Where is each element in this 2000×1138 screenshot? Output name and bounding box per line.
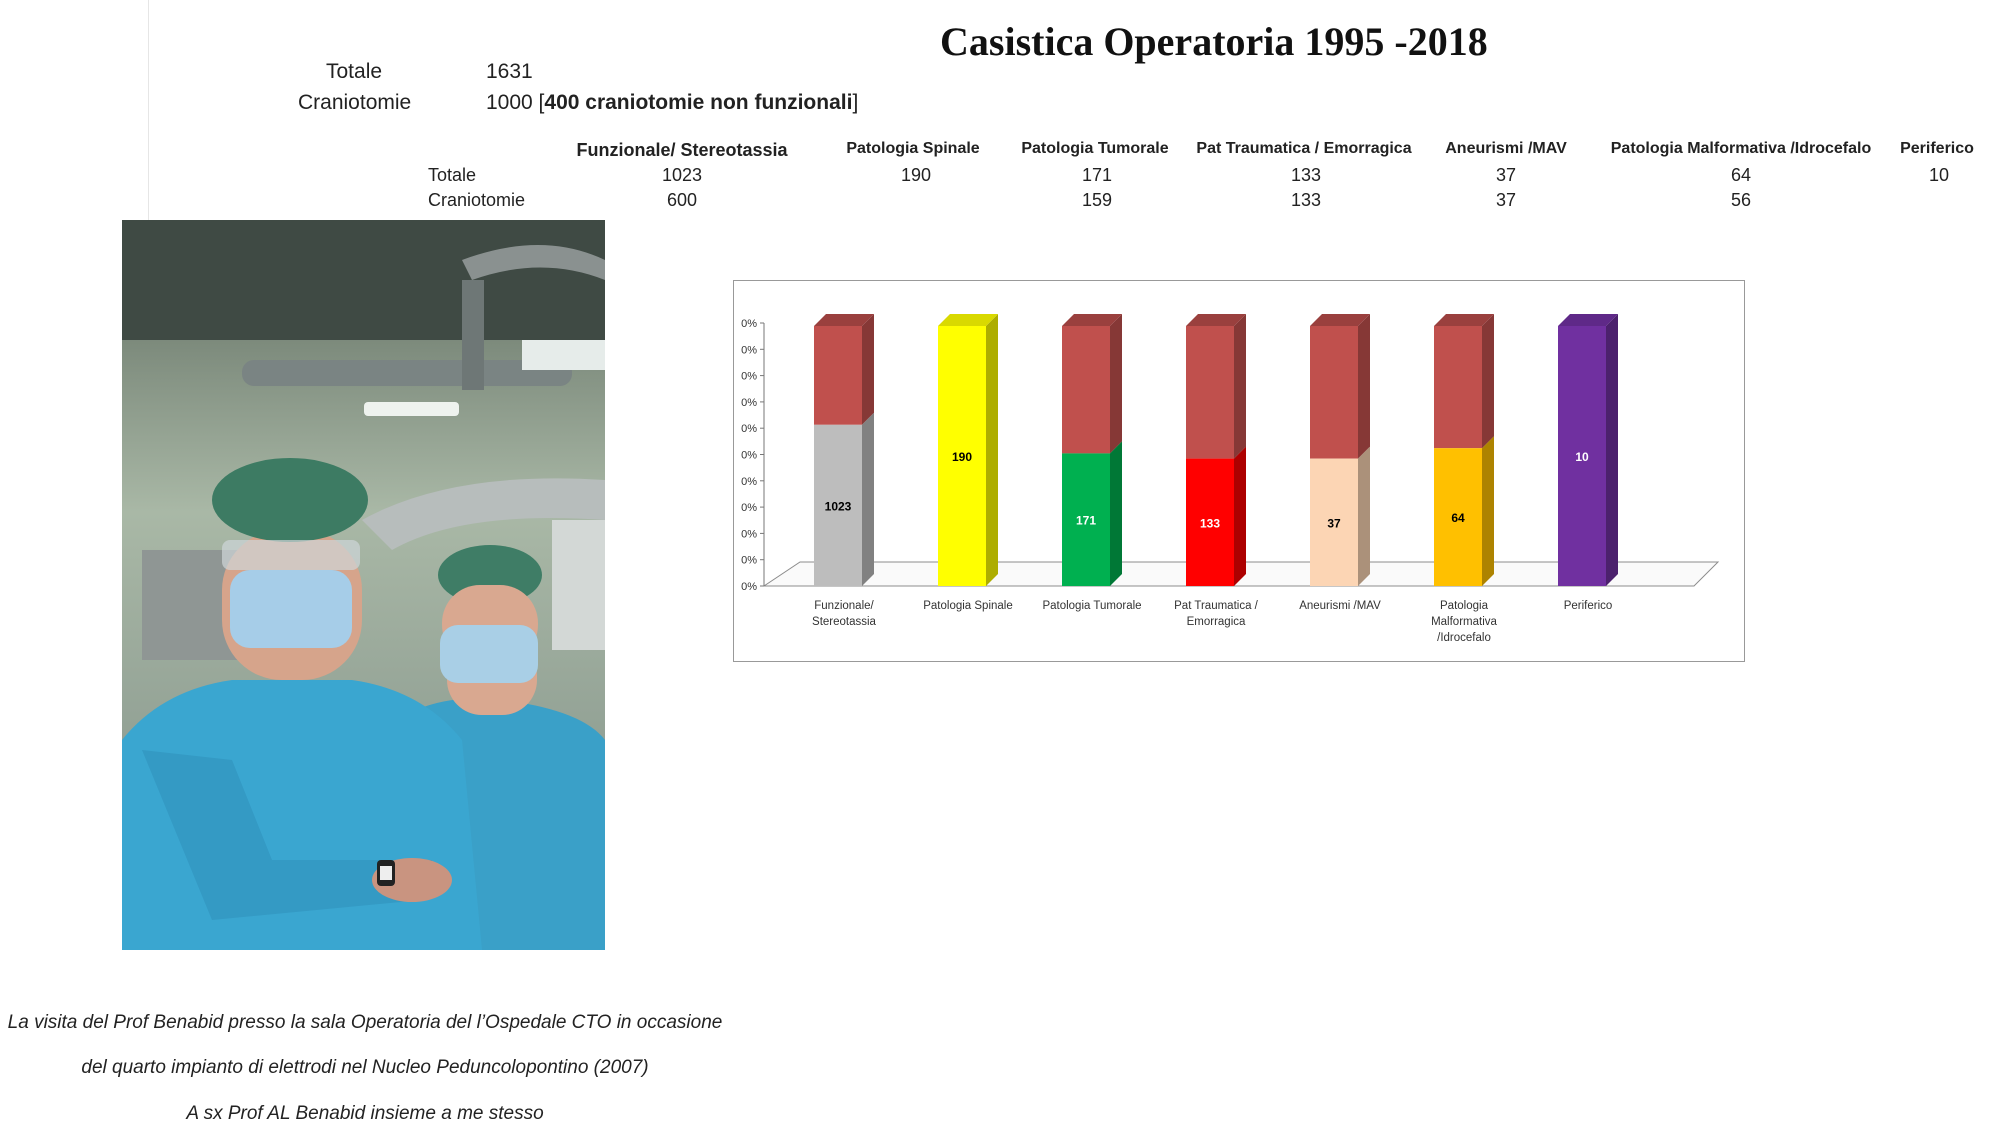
table-header-traumatica: Pat Traumatica / Emorragica (1196, 140, 1412, 157)
y-tick-label: 0% (741, 318, 757, 330)
table-cell: 133 (1290, 190, 1322, 210)
bar-remainder (1186, 326, 1234, 459)
table-header-periferico: Periferico (1900, 140, 1974, 157)
bar-top (938, 314, 998, 326)
summary-craniotomie-value: 1000 [400 craniotomie non funzionali] (486, 91, 858, 115)
bar-top (1310, 314, 1370, 326)
x-tick-label: Malformativa (1431, 616, 1497, 628)
table-cell: 171 (1081, 165, 1113, 185)
y-tick-label: 0% (741, 371, 757, 383)
summary-totale-label: Totale (326, 60, 383, 83)
craniotomie-bold-count: 400 (544, 91, 580, 114)
bar-remainder-side (862, 314, 874, 425)
bar-top (1558, 314, 1618, 326)
y-tick-label: 0% (741, 344, 757, 356)
table-cell: 56 (1730, 190, 1752, 210)
y-tick-label: 0% (741, 423, 757, 435)
surgeons-photo (122, 220, 605, 950)
table-row-label-totale: Totale (428, 165, 477, 185)
caption-line-3: A sx Prof AL Benabid insieme a me stesso (186, 1103, 544, 1124)
x-tick-label: Patologia Spinale (923, 600, 1013, 612)
bar (1434, 448, 1482, 586)
craniotomie-bracket: ] (852, 91, 859, 114)
data-label: 37 (1327, 516, 1341, 530)
y-tick-label: 0% (741, 397, 757, 409)
bar-side (1606, 314, 1618, 586)
table-header-tumorale: Patologia Tumorale (1021, 140, 1169, 157)
summary-craniotomie-label: Craniotomie (298, 91, 412, 114)
y-tick-label: 0% (741, 450, 757, 462)
table-cell: 133 (1290, 165, 1322, 185)
divider-line (148, 0, 149, 220)
table-header-aneurismi: Aneurismi /MAV (1445, 140, 1567, 157)
x-tick-label: Pat Traumatica / (1174, 600, 1259, 612)
data-label: 64 (1451, 511, 1465, 525)
bar-side (1358, 446, 1370, 586)
x-tick-label: /Idrocefalo (1437, 632, 1491, 644)
y-tick-label: 0% (741, 502, 757, 514)
bar-top (1062, 314, 1122, 326)
table-cell: 190 (900, 165, 932, 185)
data-label: 133 (1200, 516, 1220, 530)
bar-remainder (1434, 326, 1482, 449)
bar-remainder-side (1110, 314, 1122, 454)
bar (1062, 453, 1110, 586)
bar-top (814, 314, 874, 326)
table-cell: 64 (1730, 165, 1752, 185)
bar-side (1482, 436, 1494, 586)
data-label: 190 (952, 450, 972, 464)
craniotomie-count: 1000 [ (486, 91, 545, 114)
bar-side (1110, 441, 1122, 586)
table-header-funzionale: Funzionale/ Stereotassia (576, 140, 788, 160)
table-cell: 1023 (661, 165, 703, 185)
table-row-label-craniotomie: Craniotomie (428, 190, 526, 210)
bar-remainder-side (1358, 314, 1370, 459)
craniotomie-note: craniotomie non funzionali (579, 91, 853, 114)
y-tick-label: 0% (741, 555, 757, 567)
bar-remainder-side (1482, 314, 1494, 449)
bar-remainder (1062, 326, 1110, 454)
table-header-malformativa: Patologia Malformativa /Idrocefalo (1610, 140, 1872, 157)
bar (1558, 326, 1606, 586)
bar-remainder (814, 326, 862, 425)
bar-side (1234, 446, 1246, 586)
data-label: 171 (1076, 514, 1096, 528)
bar-remainder-side (1234, 314, 1246, 459)
x-tick-label: Stereotassia (812, 616, 877, 628)
caption-line-2: del quarto impianto di elettrodi nel Nuc… (81, 1057, 649, 1078)
table-cell: 600 (666, 190, 698, 210)
data-label: 10 (1575, 450, 1589, 464)
x-tick-label: Periferico (1564, 600, 1613, 612)
bar-remainder (1310, 326, 1358, 459)
surgeons-photo-icon (122, 220, 605, 950)
bar (1310, 458, 1358, 586)
bar (938, 326, 986, 586)
table-cell: 10 (1928, 165, 1950, 185)
x-tick-label: Patologia Tumorale (1042, 600, 1141, 612)
data-label: 1023 (825, 499, 852, 513)
summary-totale-value: 1631 (486, 60, 533, 83)
page-title: Casistica Operatoria 1995 -2018 (940, 19, 1488, 64)
y-tick-label: 0% (741, 476, 757, 488)
stacked-bar-chart: 0% 0% 0% 0% 0% 0% 0% 0% 0% 0% 0% 1023 Funzionale/Ste… (741, 314, 1720, 644)
table-cell: 37 (1495, 190, 1517, 210)
x-tick-label: Aneurismi /MAV (1299, 600, 1381, 612)
bar (814, 424, 862, 586)
bar-top (1434, 314, 1494, 326)
x-tick-label: Funzionale/ (814, 600, 874, 612)
table-cell: 37 (1495, 165, 1517, 185)
bar-side (862, 412, 874, 586)
chart-frame: 0% 0% 0% 0% 0% 0% 0% 0% 0% 0% 0% 1023 Funzionale/Ste… (733, 280, 1745, 662)
x-tick-label: Emorragica (1187, 616, 1246, 628)
caption-line-1: La visita del Prof Benabid presso la sal… (7, 1012, 723, 1033)
y-tick-label: 0% (741, 581, 757, 593)
bar (1186, 458, 1234, 586)
y-tick-label: 0% (741, 528, 757, 540)
bar-side (986, 314, 998, 586)
bar-top (1186, 314, 1246, 326)
table-header-spinale: Patologia Spinale (846, 140, 980, 157)
x-tick-label: Patologia (1440, 600, 1489, 612)
table-cell: 159 (1081, 190, 1113, 210)
